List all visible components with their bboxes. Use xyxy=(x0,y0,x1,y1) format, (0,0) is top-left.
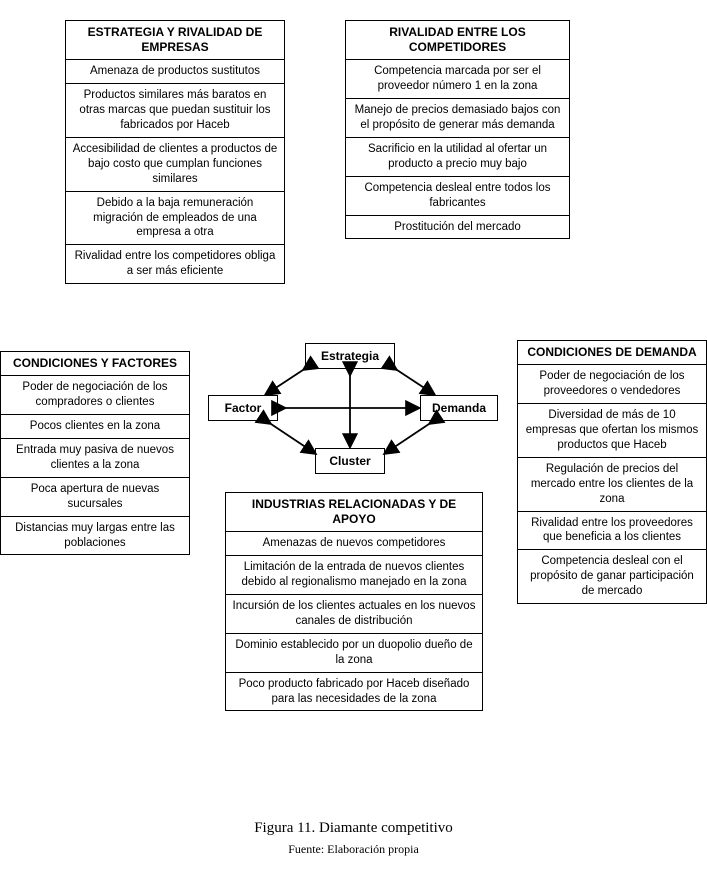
panel-rivalidad: RIVALIDAD ENTRE LOS COMPETIDORES Compete… xyxy=(345,20,570,239)
panel-estrategia-row: Accesibilidad de clientes a productos de… xyxy=(66,138,284,192)
panel-factores-row: Pocos clientes en la zona xyxy=(1,415,189,439)
node-estrategia: Estrategia xyxy=(305,343,395,369)
panel-rivalidad-header: RIVALIDAD ENTRE LOS COMPETIDORES xyxy=(346,21,569,60)
panel-industrias-row: Amenazas de nuevos competidores xyxy=(226,532,482,556)
node-demanda: Demanda xyxy=(420,395,498,421)
panel-rivalidad-row: Manejo de precios demasiado bajos con el… xyxy=(346,99,569,138)
panel-rivalidad-row: Competencia marcada por ser el proveedor… xyxy=(346,60,569,99)
panel-estrategia-header: ESTRATEGIA Y RIVALIDAD DE EMPRESAS xyxy=(66,21,284,60)
panel-factores-row: Distancias muy largas entre las poblacio… xyxy=(1,517,189,555)
panel-factores-header: CONDICIONES Y FACTORES xyxy=(1,352,189,376)
panel-factores-row: Entrada muy pasiva de nuevos clientes a … xyxy=(1,439,189,478)
panel-demanda-header: CONDICIONES DE DEMANDA xyxy=(518,341,706,365)
panel-demanda-row: Diversidad de más de 10 empresas que ofe… xyxy=(518,404,706,458)
panel-industrias-row: Incursión de los clientes actuales en lo… xyxy=(226,595,482,634)
panel-rivalidad-row: Sacrificio en la utilidad al ofertar un … xyxy=(346,138,569,177)
panel-demanda-row: Poder de negociación de los proveedores … xyxy=(518,365,706,404)
panel-factores: CONDICIONES Y FACTORES Poder de negociac… xyxy=(0,351,190,555)
panel-factores-row: Poder de negociación de los compradores … xyxy=(1,376,189,415)
panel-demanda-row: Competencia desleal con el propósito de … xyxy=(518,550,706,603)
panel-rivalidad-row: Competencia desleal entre todos los fabr… xyxy=(346,177,569,216)
figure-canvas: ESTRATEGIA Y RIVALIDAD DE EMPRESAS Amena… xyxy=(0,0,707,886)
panel-industrias-row: Limitación de la entrada de nuevos clien… xyxy=(226,556,482,595)
panel-industrias-row: Poco producto fabricado por Haceb diseña… xyxy=(226,673,482,711)
panel-rivalidad-row: Prostitución del mercado xyxy=(346,216,569,239)
panel-estrategia: ESTRATEGIA Y RIVALIDAD DE EMPRESAS Amena… xyxy=(65,20,285,284)
panel-factores-row: Poca apertura de nuevas sucursales xyxy=(1,478,189,517)
panel-industrias: INDUSTRIAS RELACIONADAS Y DE APOYO Amena… xyxy=(225,492,483,711)
node-factor: Factor xyxy=(208,395,278,421)
panel-estrategia-row: Amenaza de productos sustitutos xyxy=(66,60,284,84)
panel-estrategia-row: Rivalidad entre los competidores obliga … xyxy=(66,245,284,283)
panel-demanda: CONDICIONES DE DEMANDA Poder de negociac… xyxy=(517,340,707,604)
panel-estrategia-row: Productos similares más baratos en otras… xyxy=(66,84,284,138)
panel-demanda-row: Rivalidad entre los proveedores que bene… xyxy=(518,512,706,551)
node-cluster: Cluster xyxy=(315,448,385,474)
panel-industrias-header: INDUSTRIAS RELACIONADAS Y DE APOYO xyxy=(226,493,482,532)
figure-source: Fuente: Elaboración propia xyxy=(0,842,707,857)
panel-estrategia-row: Debido a la baja remuneración migración … xyxy=(66,192,284,246)
panel-demanda-row: Regulación de precios del mercado entre … xyxy=(518,458,706,512)
panel-industrias-row: Dominio establecido por un duopolio dueñ… xyxy=(226,634,482,673)
figure-title: Figura 11. Diamante competitivo xyxy=(0,820,707,837)
